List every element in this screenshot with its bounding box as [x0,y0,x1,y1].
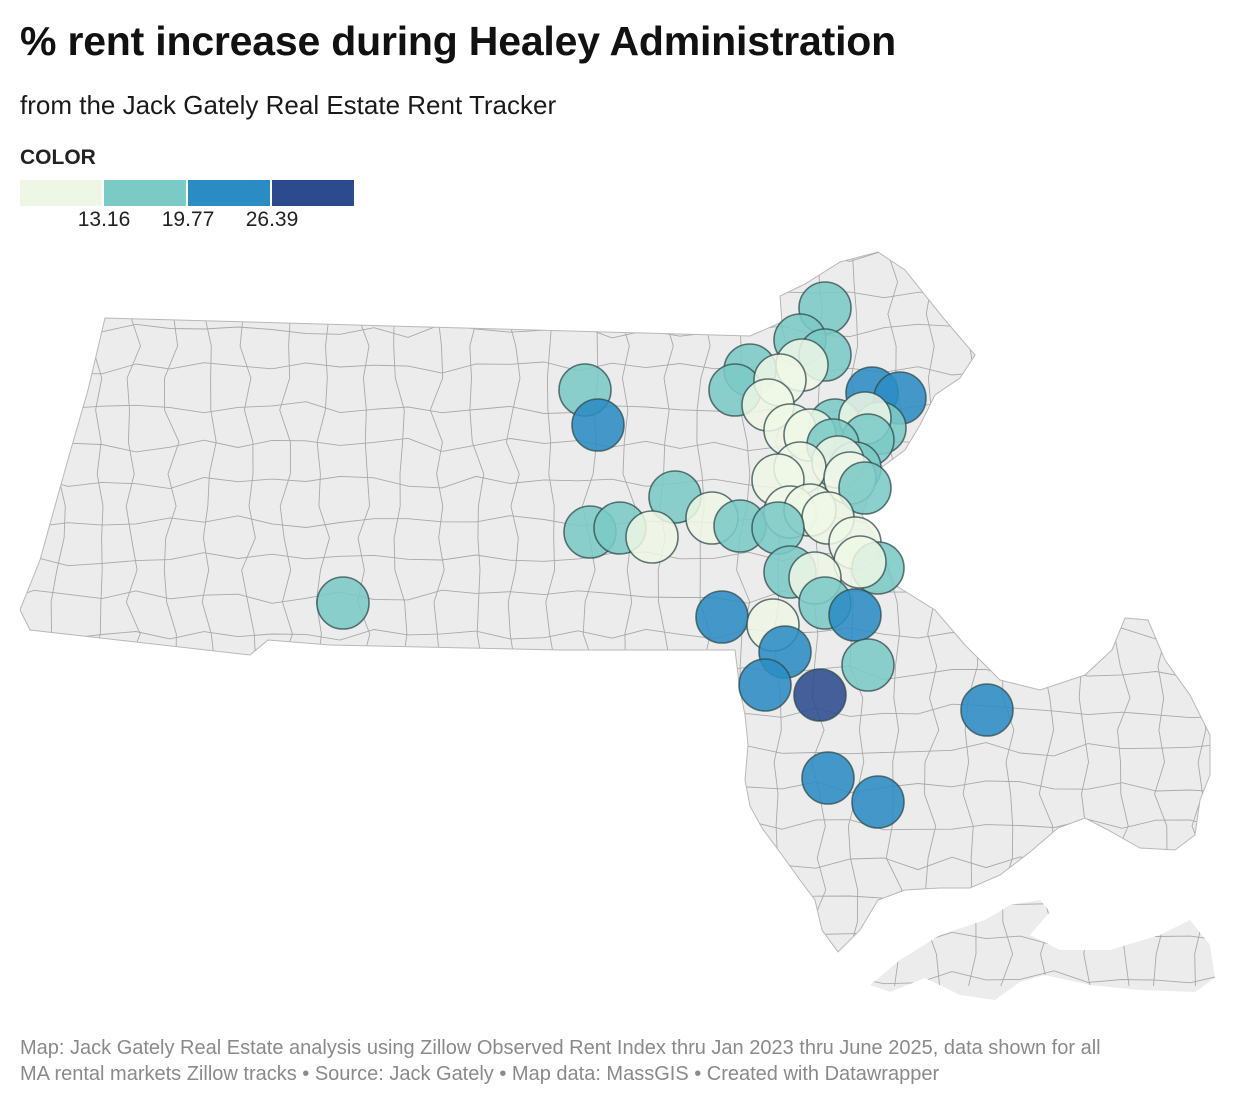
legend-swatch-2 [104,180,186,206]
legend-break-2: 19.77 [161,208,215,231]
rent-market-marker[interactable] [851,775,905,829]
town-border [885,252,903,987]
rent-markers [316,281,1014,829]
color-legend [20,180,354,206]
legend-title: COLOR [20,146,96,169]
town-border [1153,252,1168,987]
rent-market-marker[interactable] [695,590,749,644]
rent-market-marker[interactable] [793,668,847,722]
state-landmass [20,252,1215,1000]
rent-market-marker[interactable] [571,398,625,452]
legend-swatch-3 [188,180,270,206]
legend-swatch-1 [20,180,102,206]
town-border [20,855,1215,871]
rent-market-marker[interactable] [625,510,679,564]
town-border [20,252,1215,263]
massachusetts-map [19,250,1240,1000]
chart-footer: Map: Jack Gately Real Estate analysis us… [20,1035,1220,1087]
footer-line-2: MA rental markets Zillow tracks • Source… [20,1063,940,1085]
legend-break-3: 26.39 [245,208,299,231]
legend-swatch-4 [272,180,354,206]
rent-market-marker[interactable] [316,576,370,630]
town-border [1228,250,1240,986]
rent-market-marker[interactable] [841,638,895,692]
rent-market-marker[interactable] [801,751,855,805]
legend-ticks: 13.16 19.77 26.39 [20,208,360,238]
chart-title: % rent increase during Healey Administra… [20,18,896,64]
rent-market-marker[interactable] [828,588,882,642]
rent-market-marker[interactable] [833,535,887,589]
town-border [20,286,1215,301]
rent-market-marker[interactable] [738,658,792,712]
rent-market-marker[interactable] [838,461,892,515]
legend-break-1: 13.16 [77,208,131,231]
town-border [999,252,1015,987]
town-border [1189,252,1207,987]
town-border [1038,252,1055,987]
footer-line-1: Map: Jack Gately Real Estate analysis us… [20,1037,1101,1059]
town-border [20,665,1215,681]
chart-subtitle: from the Jack Gately Real Estate Rent Tr… [20,90,557,120]
rent-market-marker[interactable] [960,683,1014,737]
town-border [1076,252,1092,987]
